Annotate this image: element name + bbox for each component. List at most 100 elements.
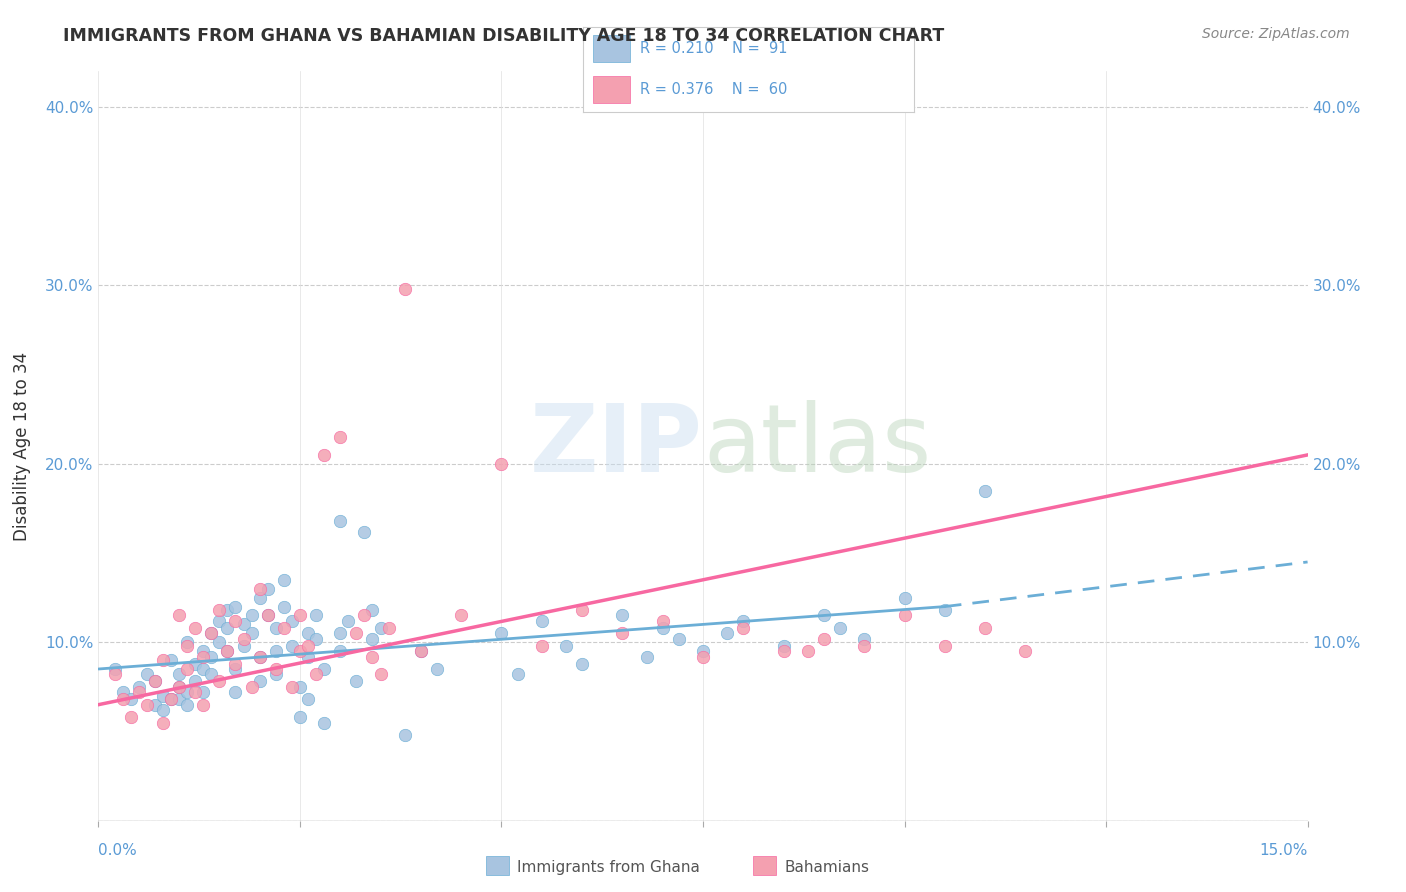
Text: Source: ZipAtlas.com: Source: ZipAtlas.com — [1202, 27, 1350, 41]
Point — [853, 632, 876, 646]
Point — [934, 639, 956, 653]
Point — [409, 644, 432, 658]
Point — [361, 603, 384, 617]
Point — [893, 591, 915, 605]
Point — [636, 649, 658, 664]
Bar — [593, 76, 630, 103]
Point — [111, 685, 134, 699]
Text: Bahamians: Bahamians — [785, 860, 869, 874]
Point — [692, 644, 714, 658]
Point — [176, 698, 198, 712]
Point — [273, 621, 295, 635]
Point — [232, 632, 254, 646]
Point — [797, 644, 820, 658]
Point — [314, 448, 336, 462]
Point — [128, 680, 150, 694]
Point — [152, 689, 174, 703]
Point — [143, 674, 166, 689]
Point — [281, 614, 304, 628]
Point — [152, 715, 174, 730]
Point — [893, 608, 915, 623]
Point — [160, 692, 183, 706]
Point — [249, 674, 271, 689]
Point — [329, 644, 352, 658]
Point — [651, 614, 673, 628]
Point — [450, 608, 472, 623]
Point — [224, 662, 246, 676]
Point — [103, 662, 125, 676]
Point — [353, 608, 375, 623]
Point — [281, 680, 304, 694]
Point — [256, 608, 278, 623]
Point — [224, 685, 246, 699]
Point — [193, 649, 215, 664]
Point — [240, 680, 263, 694]
Point — [256, 582, 278, 596]
Point — [716, 626, 738, 640]
Point — [217, 621, 239, 635]
Point — [167, 608, 190, 623]
Point — [668, 632, 690, 646]
Point — [314, 715, 336, 730]
Point — [297, 639, 319, 653]
Point — [176, 635, 198, 649]
Point — [264, 667, 287, 681]
Point — [297, 649, 319, 664]
Point — [370, 667, 392, 681]
Point — [249, 582, 271, 596]
Point — [394, 728, 416, 742]
Point — [273, 573, 295, 587]
Point — [176, 662, 198, 676]
Point — [184, 685, 207, 699]
Point — [224, 614, 246, 628]
Point — [143, 674, 166, 689]
Point — [167, 680, 190, 694]
Point — [184, 657, 207, 671]
Text: R = 0.210    N =  91: R = 0.210 N = 91 — [640, 41, 787, 56]
Point — [217, 644, 239, 658]
Point — [208, 674, 231, 689]
Point — [184, 674, 207, 689]
Point — [208, 635, 231, 649]
Point — [305, 667, 328, 681]
Point — [249, 649, 271, 664]
Point — [370, 621, 392, 635]
Point — [974, 483, 997, 498]
Point — [853, 639, 876, 653]
Point — [103, 667, 125, 681]
Point — [426, 662, 449, 676]
Point — [184, 621, 207, 635]
Point — [813, 608, 835, 623]
Point — [361, 632, 384, 646]
Point — [314, 662, 336, 676]
Point — [217, 644, 239, 658]
Point — [491, 457, 513, 471]
Point — [224, 599, 246, 614]
Text: IMMIGRANTS FROM GHANA VS BAHAMIAN DISABILITY AGE 18 TO 34 CORRELATION CHART: IMMIGRANTS FROM GHANA VS BAHAMIAN DISABI… — [63, 27, 945, 45]
Point — [344, 674, 367, 689]
Text: 0.0%: 0.0% — [98, 843, 138, 858]
Point — [143, 698, 166, 712]
Point — [288, 710, 311, 724]
Y-axis label: Disability Age 18 to 34: Disability Age 18 to 34 — [13, 351, 31, 541]
Point — [974, 621, 997, 635]
Point — [200, 649, 222, 664]
Point — [733, 621, 755, 635]
Point — [281, 639, 304, 653]
Point — [256, 608, 278, 623]
Point — [530, 614, 553, 628]
Point — [224, 657, 246, 671]
Point — [193, 662, 215, 676]
Point — [152, 653, 174, 667]
Point — [772, 639, 794, 653]
Point — [128, 685, 150, 699]
Point — [297, 626, 319, 640]
Point — [208, 603, 231, 617]
Point — [297, 692, 319, 706]
Point — [555, 639, 578, 653]
Point — [200, 626, 222, 640]
Point — [273, 599, 295, 614]
Text: atlas: atlas — [703, 400, 931, 492]
Point — [160, 692, 183, 706]
Point — [692, 649, 714, 664]
